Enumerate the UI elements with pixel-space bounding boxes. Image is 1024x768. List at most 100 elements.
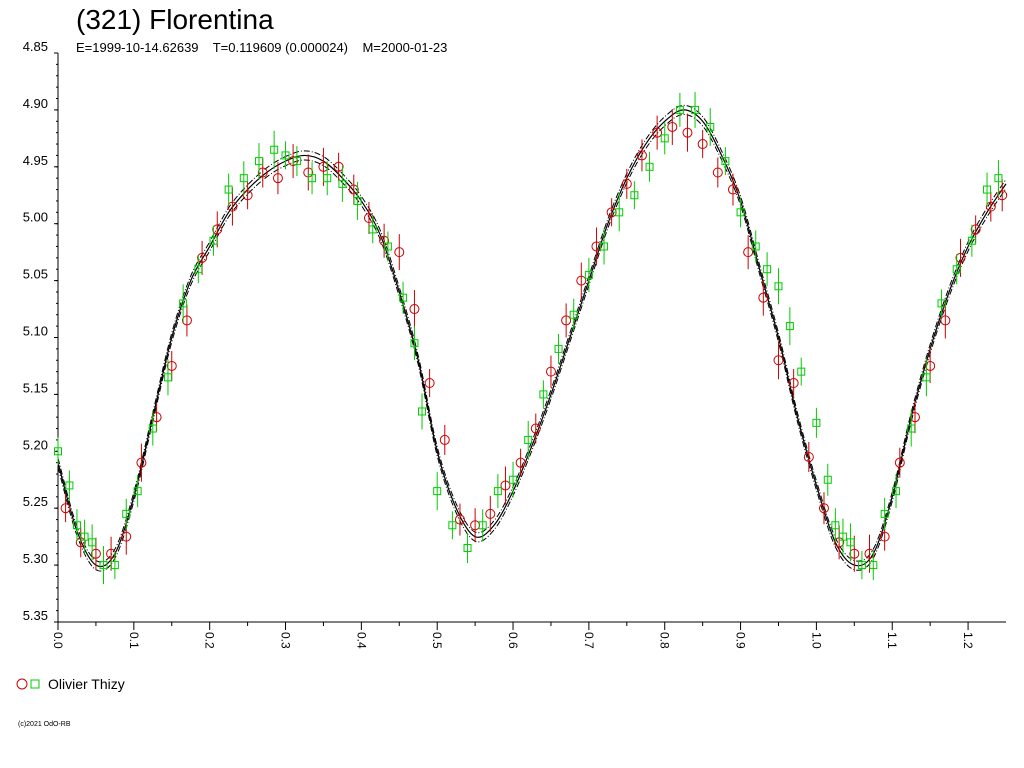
data-point-square	[224, 185, 233, 194]
data-point-circle	[121, 531, 132, 542]
data-point-square	[857, 561, 866, 570]
data-point-circle	[166, 360, 177, 371]
data-point-square	[823, 475, 832, 484]
data-point-circle	[288, 156, 299, 167]
data-point-square	[254, 157, 263, 166]
data-point-square	[110, 561, 119, 570]
data-point-square	[691, 105, 700, 114]
data-point-square	[967, 236, 976, 245]
data-point-circle	[849, 548, 860, 559]
data-point-circle	[227, 201, 238, 212]
legend-symbols	[16, 676, 46, 692]
data-point-circle	[242, 190, 253, 201]
data-point-square	[983, 185, 992, 194]
axes: 4.85 4.90 4.95 5.00 5.05 5.10 5.15 5.20 5.25 5.30…	[23, 39, 1006, 649]
legend-square-marker	[30, 679, 40, 689]
data-point-square	[463, 544, 472, 553]
x-tick-label: 0.7	[582, 632, 596, 649]
data-point-circle	[212, 224, 223, 235]
y-tick-label: 5.15	[23, 380, 48, 395]
data-point-circle	[697, 139, 708, 150]
data-point-circle	[909, 412, 920, 423]
data-point-square	[179, 299, 188, 308]
data-point-square	[353, 196, 362, 205]
data-point-circle	[727, 184, 738, 195]
data-point-square	[383, 242, 392, 251]
data-point-circle	[894, 457, 905, 468]
data-point-square	[892, 487, 901, 496]
data-point-circle	[439, 434, 450, 445]
data-point-square	[721, 157, 730, 166]
data-point-circle	[970, 224, 981, 235]
data-point-circle	[576, 275, 587, 286]
data-point-square	[937, 299, 946, 308]
data-point-square	[922, 373, 931, 382]
data-point-circle	[454, 514, 465, 525]
x-tick-label: 1.2	[961, 632, 975, 649]
data-point-square	[600, 242, 609, 251]
data-point-square	[869, 561, 878, 570]
data-point-circle	[879, 531, 890, 542]
data-point-circle	[272, 173, 283, 184]
data-point-circle	[636, 150, 647, 161]
y-tick-label: 5.05	[23, 267, 48, 282]
data-point-square	[660, 134, 669, 143]
data-point-circle	[151, 412, 162, 423]
data-point-square	[539, 390, 548, 399]
copyright-text: (c)2021 OdO-RB	[18, 721, 71, 728]
data-point-square	[831, 521, 840, 530]
data-point-circle	[788, 378, 799, 389]
y-tick-label: 4.85	[23, 39, 48, 54]
y-tick-label: 5.10	[23, 324, 48, 339]
x-tick-label: 1.1	[885, 632, 899, 649]
data-point-square	[478, 521, 487, 530]
data-point-circle	[803, 451, 814, 462]
data-point-square	[812, 418, 821, 427]
data-point-square	[99, 561, 108, 570]
data-point-square	[645, 162, 654, 171]
fit-curve-upper	[57, 104, 1007, 563]
x-tick-label: 0.6	[506, 632, 520, 649]
data-point-square	[706, 122, 715, 131]
data-point-square	[292, 157, 301, 166]
data-point-circle	[940, 315, 951, 326]
data-point-circle	[545, 366, 556, 377]
data-point-square	[797, 367, 806, 376]
data-point-square	[163, 373, 172, 382]
data-point-circle	[561, 315, 572, 326]
data-point-square	[122, 509, 131, 518]
legend-label: Olivier Thizy	[48, 676, 125, 692]
data-point-circle	[985, 201, 996, 212]
data-point-square	[774, 282, 783, 291]
data-point-square	[80, 532, 89, 541]
data-point-circle	[257, 167, 268, 178]
data-point-circle	[621, 178, 632, 189]
data-point-square	[418, 407, 427, 416]
data-point-circle	[363, 213, 374, 224]
data-point-circle	[925, 360, 936, 371]
data-point-circle	[500, 480, 511, 491]
x-tick-label: 0.9	[734, 632, 748, 649]
y-tick-label: 5.20	[23, 437, 48, 452]
data-point-square	[846, 538, 855, 547]
data-point-square	[338, 179, 347, 188]
data-point-circle	[60, 503, 71, 514]
legend: Olivier Thizy	[16, 675, 125, 693]
data-point-square	[569, 310, 578, 319]
x-tick-label: 0.5	[430, 632, 444, 649]
data-point-square	[524, 435, 533, 444]
data-point-square	[615, 208, 624, 217]
data-point-square	[270, 145, 279, 154]
fit-curve	[57, 109, 1007, 568]
data-point-circle	[394, 247, 405, 258]
data-point-square	[630, 191, 639, 200]
data-point-square	[148, 424, 157, 433]
data-point-circle	[136, 457, 147, 468]
data-point-square	[675, 105, 684, 114]
data-point-square	[994, 174, 1003, 183]
data-point-square	[433, 487, 442, 496]
data-point-square	[509, 475, 518, 484]
data-point-circle	[955, 252, 966, 263]
fit-curves	[57, 104, 1007, 572]
chart-subtitle: E=1999-10-14.62639 T=0.119609 (0.000024)…	[76, 40, 448, 55]
